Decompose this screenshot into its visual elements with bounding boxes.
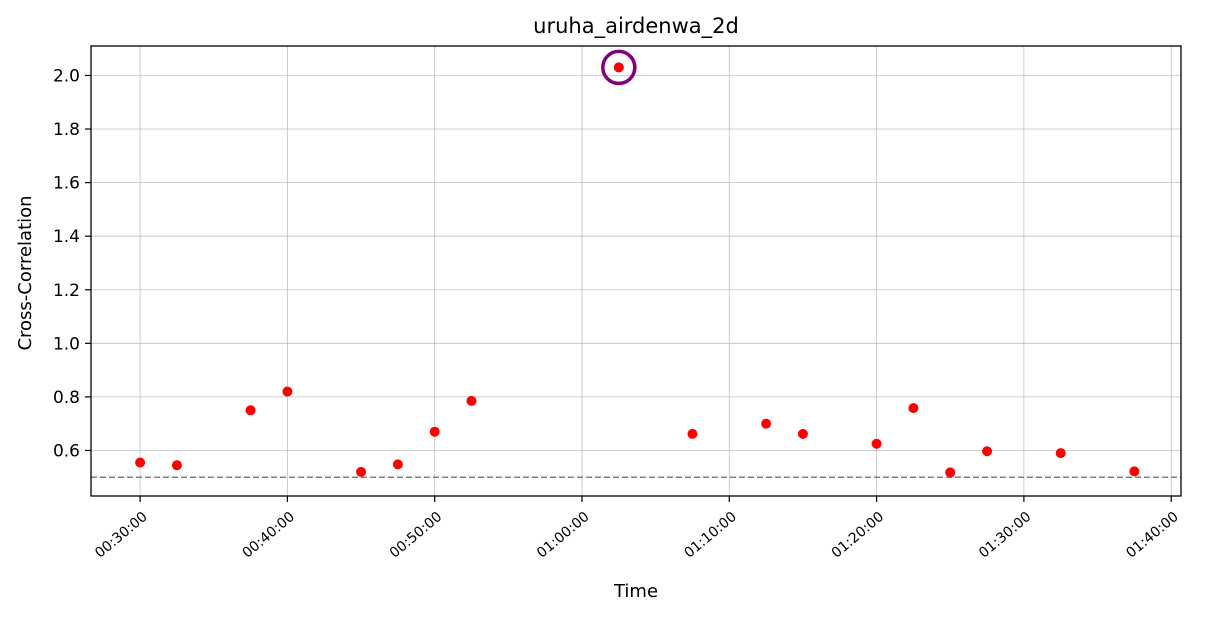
y-axis-label: Cross-Correlation — [15, 195, 36, 350]
highlight-ring — [601, 49, 637, 86]
x-tick-label: 00:30:00 — [92, 509, 150, 562]
x-tick-label: 01:40:00 — [1123, 509, 1181, 562]
x-tick-label: 01:30:00 — [976, 509, 1034, 562]
y-tick-label: 2.0 — [53, 66, 80, 86]
data-point — [945, 467, 956, 478]
data-point — [135, 457, 146, 468]
y-tick-label: 1.6 — [53, 174, 80, 194]
grid — [91, 46, 1181, 496]
x-tick-label: 01:20:00 — [829, 509, 887, 562]
x-tick-label: 00:40:00 — [240, 509, 298, 562]
plot-frame — [90, 45, 1182, 497]
data-point — [1129, 466, 1140, 477]
data-point — [613, 62, 624, 73]
data-point — [429, 426, 440, 437]
y-tick-label: 1.8 — [53, 120, 80, 140]
data-point — [687, 428, 698, 439]
data-point — [1055, 448, 1066, 459]
data-point — [171, 460, 182, 471]
data-point — [466, 395, 477, 406]
chart-title: uruha_airdenwa_2d — [533, 14, 739, 39]
highlight-layer — [601, 49, 637, 86]
data-point — [908, 403, 919, 414]
x-axis-label: Time — [613, 581, 658, 602]
y-tick-label: 1.0 — [53, 334, 80, 354]
axis-ticks: 00:30:00 00:40:00 00:50:00 01:00:00 01:10:00… — [53, 66, 1182, 561]
x-tick-label: 01:10:00 — [681, 509, 739, 562]
x-tick-label: 01:00:00 — [534, 509, 592, 562]
y-tick-label: 0.6 — [53, 441, 80, 461]
data-point — [356, 466, 367, 477]
data-point — [392, 459, 403, 470]
data-point — [797, 428, 808, 439]
y-tick-label: 1.2 — [53, 281, 80, 301]
y-tick-label: 1.4 — [53, 227, 80, 247]
data-point — [761, 418, 772, 429]
data-point — [282, 386, 293, 397]
data-point — [245, 405, 256, 416]
data-point — [871, 438, 882, 449]
x-tick-label: 00:50:00 — [387, 509, 445, 562]
data-point — [982, 446, 993, 457]
data-points — [135, 62, 1140, 478]
y-tick-label: 0.8 — [53, 388, 80, 408]
